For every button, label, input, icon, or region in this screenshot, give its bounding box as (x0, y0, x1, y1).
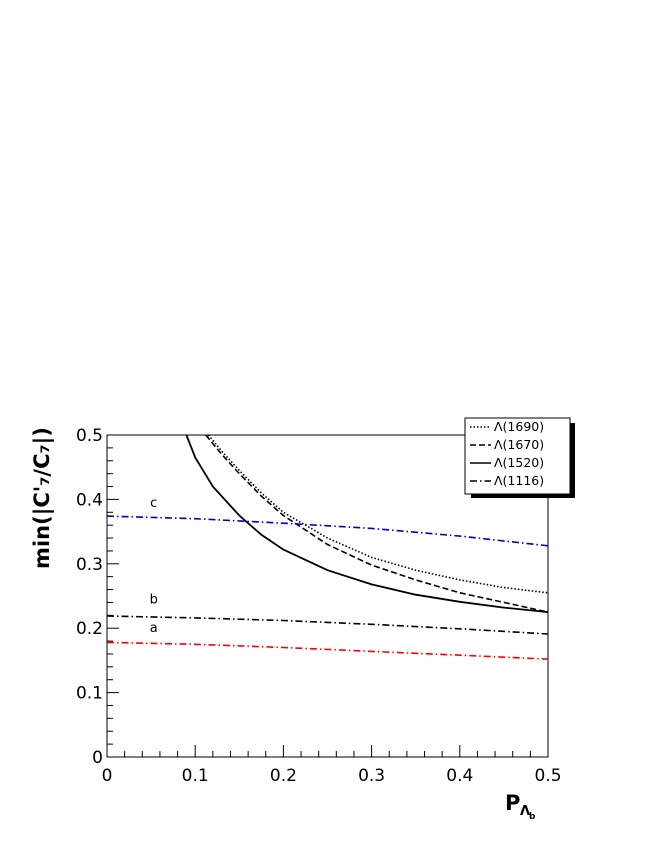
x-tick-label: 0.5 (534, 766, 561, 786)
series-lambda1116-a-line (106, 641, 549, 660)
y-tick-label: 0.1 (76, 684, 103, 704)
x-tick-label: 0.4 (446, 766, 473, 786)
svg-text:Λ: Λ (520, 804, 530, 819)
legend-label: Λ(1116) (494, 473, 544, 488)
legend: Λ(1690) Λ(1670) Λ(1520) Λ(1116) (464, 417, 575, 498)
legend-label: Λ(1690) (494, 419, 544, 434)
x-axis-title: P Λ b (505, 791, 536, 822)
series-lambda1116-c-line (106, 515, 549, 547)
x-tick-label: 0 (102, 766, 113, 786)
y-axis-title: min(|C'₇/C₇|) (30, 427, 55, 569)
legend-label: Λ(1670) (494, 437, 544, 452)
y-tick-label: 0 (92, 748, 103, 768)
series-1670-line (205, 434, 549, 613)
y-tick-label: 0.3 (76, 555, 103, 575)
x-tick-label: 0.1 (182, 766, 209, 786)
plot-frame (106, 434, 549, 758)
curve-tag-b: b (150, 593, 158, 608)
curve-tags: c ba (150, 496, 158, 636)
y-tick-label: 0.5 (76, 426, 103, 446)
y-tick-label: 0.4 (76, 490, 103, 510)
curve-tag-a: a (150, 621, 158, 636)
svg-text:b: b (529, 812, 536, 822)
legend-box (464, 417, 571, 495)
x-tick-label: 0.3 (358, 766, 385, 786)
data-curves (106, 434, 549, 660)
tick-labels: 0 0.1 0.2 0.3 0.4 0.5 0 0.1 0.2 0.3 0.4 0.5 (76, 426, 562, 786)
y-tick-label: 0.2 (76, 619, 103, 639)
svg-text:P: P (505, 791, 520, 815)
series-1690-line (207, 434, 549, 594)
legend-label: Λ(1520) (494, 455, 544, 470)
x-tick-label: 0.2 (270, 766, 297, 786)
series-1520-line (185, 434, 549, 613)
series-lambda1116-b-line (106, 615, 549, 635)
curve-tag-c: c (150, 496, 157, 511)
